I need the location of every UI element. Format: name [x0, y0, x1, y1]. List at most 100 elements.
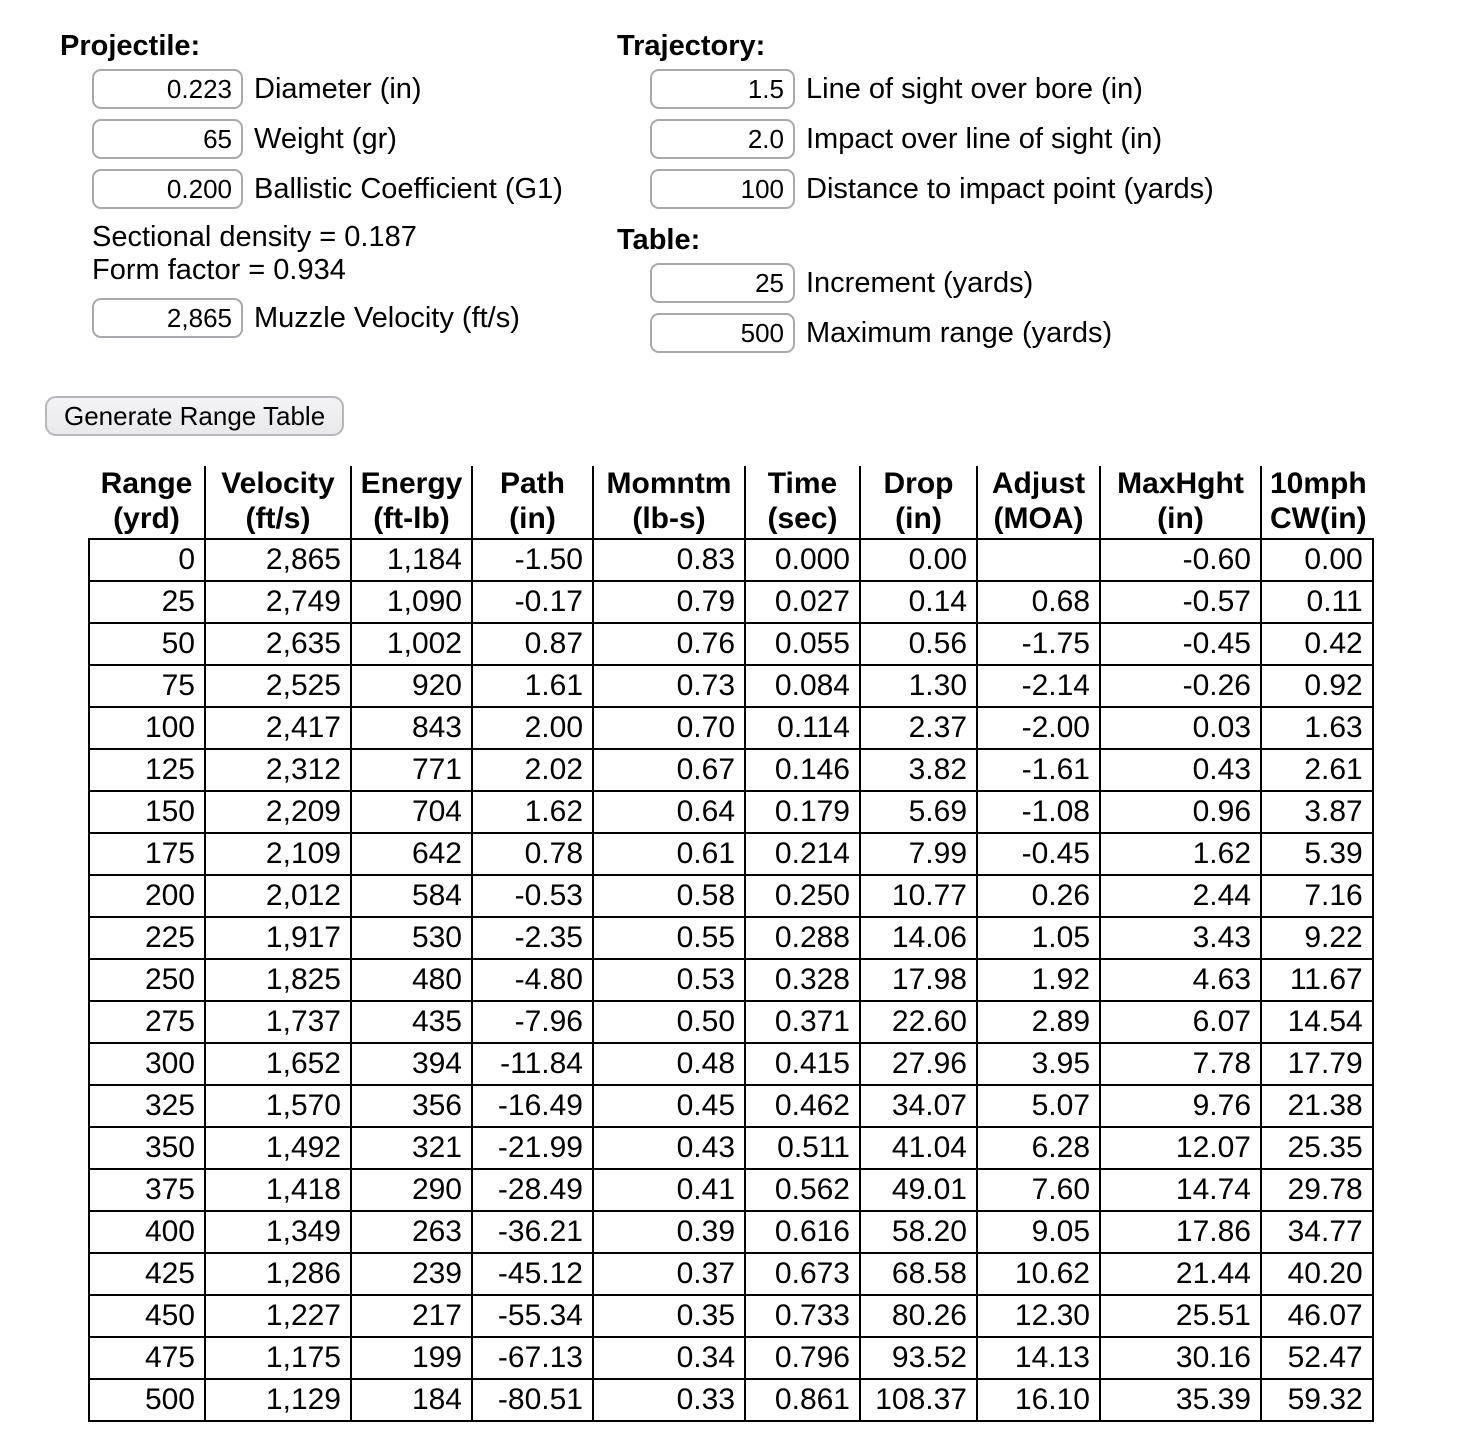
table-cell: 108.37: [859, 1378, 978, 1422]
table-cell: 0.96: [1099, 790, 1262, 834]
table-cell: 1,917: [204, 916, 352, 960]
table-row: 400 1,349 263 -36.21 0.39 0.616 58.20 9.05 17.86…: [88, 1210, 1374, 1254]
table-cell: 6.28: [976, 1126, 1101, 1170]
table-cell: 58.20: [859, 1210, 978, 1254]
table-cell: 0.43: [1099, 748, 1262, 792]
table-cell: 7.16: [1260, 874, 1374, 918]
range-table-body: 0 2,865 1,184 -1.50 0.83 0.000 0.00 -0.60 0.00 25…: [88, 538, 1374, 1422]
table-cell: 0.70: [592, 706, 746, 750]
muzzle-velocity-field-row: Muzzle Velocity (ft/s): [92, 298, 617, 338]
impact-over-line-of-sight-label: Impact over line of sight (in): [806, 122, 1163, 155]
impact-over-line-of-sight-input[interactable]: [650, 119, 795, 159]
table-cell: 2,417: [204, 706, 352, 750]
table-cell: -45.12: [471, 1252, 594, 1296]
table-cell: 35.39: [1099, 1378, 1262, 1422]
table-cell: 3.95: [976, 1042, 1101, 1086]
table-cell: 17.86: [1099, 1210, 1262, 1254]
input-form: Projectile: Diameter (in) Weight (gr) Ba…: [45, 28, 1478, 364]
table-cell: 0.53: [592, 958, 746, 1002]
table-cell: -16.49: [471, 1084, 594, 1128]
range-table: Range (yrd) Velocity (ft/s) Energy (ft-lb) Pat…: [88, 466, 1374, 1422]
table-cell: 394: [350, 1042, 473, 1086]
table-cell: 16.10: [976, 1378, 1101, 1422]
table-row: 450 1,227 217 -55.34 0.35 0.733 80.26 12.30 25.5…: [88, 1294, 1374, 1338]
table-cell: 4.63: [1099, 958, 1262, 1002]
table-cell: 435: [350, 1000, 473, 1044]
table-cell: 2.44: [1099, 874, 1262, 918]
table-cell: 80.26: [859, 1294, 978, 1338]
table-cell: 0.26: [976, 874, 1101, 918]
table-cell: 0.562: [744, 1168, 861, 1212]
table-cell: 0.00: [1260, 538, 1374, 582]
table-cell: 12.30: [976, 1294, 1101, 1338]
table-cell: 0.39: [592, 1210, 746, 1254]
column-header-maxhght: MaxHght (in): [1099, 466, 1261, 539]
sectional-density-text: Sectional density = 0.187: [92, 221, 417, 253]
table-cell: -1.08: [976, 790, 1101, 834]
table-cell: 500: [88, 1378, 206, 1422]
table-cell: 0.616: [744, 1210, 861, 1254]
projectile-heading: Projectile:: [60, 30, 201, 62]
table-cell: 0.462: [744, 1084, 861, 1128]
maximum-range-input[interactable]: [650, 313, 795, 353]
increment-input[interactable]: [650, 263, 795, 303]
ballistic-coefficient-field-row: Ballistic Coefficient (G1): [92, 169, 617, 209]
muzzle-velocity-label: Muzzle Velocity (ft/s): [254, 301, 520, 334]
muzzle-velocity-input[interactable]: [92, 298, 243, 338]
table-cell: -0.45: [1099, 622, 1262, 666]
table-cell: 12.07: [1099, 1126, 1262, 1170]
table-cell: -0.60: [1099, 538, 1262, 582]
table-cell: 2,109: [204, 832, 352, 876]
ballistic-coefficient-label: Ballistic Coefficient (G1): [254, 172, 563, 205]
table-cell: 0.41: [592, 1168, 746, 1212]
table-cell: 0.214: [744, 832, 861, 876]
table-cell: 0.288: [744, 916, 861, 960]
table-cell: 0.179: [744, 790, 861, 834]
table-cell: 321: [350, 1126, 473, 1170]
table-cell: -2.14: [976, 664, 1101, 708]
table-cell: 1,418: [204, 1168, 352, 1212]
table-cell: 704: [350, 790, 473, 834]
table-cell: 0.14: [859, 580, 978, 624]
table-cell: 0.48: [592, 1042, 746, 1086]
table-cell: 356: [350, 1084, 473, 1128]
table-cell: 0.42: [1260, 622, 1374, 666]
table-cell: 475: [88, 1336, 206, 1380]
table-cell: 184: [350, 1378, 473, 1422]
table-cell: -11.84: [471, 1042, 594, 1086]
table-cell: 1,175: [204, 1336, 352, 1380]
table-cell: 2.00: [471, 706, 594, 750]
table-cell: -0.26: [1099, 664, 1262, 708]
table-cell: 150: [88, 790, 206, 834]
table-cell: 199: [350, 1336, 473, 1380]
distance-to-impact-input[interactable]: [650, 169, 795, 209]
table-cell: 1,002: [350, 622, 473, 666]
table-cell: 300: [88, 1042, 206, 1086]
column-header-momntm: Momntm (lb-s): [592, 466, 745, 539]
table-cell: 843: [350, 706, 473, 750]
table-cell: 25.51: [1099, 1294, 1262, 1338]
generate-range-table-button[interactable]: Generate Range Table: [45, 396, 345, 436]
table-cell: 0.43: [592, 1126, 746, 1170]
table-cell: -28.49: [471, 1168, 594, 1212]
diameter-input[interactable]: [92, 69, 243, 109]
table-cell: 11.67: [1260, 958, 1374, 1002]
table-cell: 93.52: [859, 1336, 978, 1380]
table-cell: 9.76: [1099, 1084, 1262, 1128]
table-cell: 22.60: [859, 1000, 978, 1044]
table-cell: 2,865: [204, 538, 352, 582]
table-cell: 2,209: [204, 790, 352, 834]
weight-input[interactable]: [92, 119, 243, 159]
table-cell: 480: [350, 958, 473, 1002]
line-of-sight-over-bore-input[interactable]: [650, 69, 795, 109]
table-cell: 0: [88, 538, 206, 582]
table-settings-heading: Table:: [617, 224, 701, 256]
table-cell: 7.99: [859, 832, 978, 876]
ballistic-coefficient-input[interactable]: [92, 169, 243, 209]
table-cell: -80.51: [471, 1378, 594, 1422]
trajectory-and-table-section: Trajectory: Line of sight over bore (in)…: [617, 28, 1478, 364]
column-header-velocity: Velocity (ft/s): [204, 466, 351, 539]
table-cell: 1,570: [204, 1084, 352, 1128]
table-row: 350 1,492 321 -21.99 0.43 0.511 41.04 6.28 12.07…: [88, 1126, 1374, 1170]
table-cell: -1.61: [976, 748, 1101, 792]
